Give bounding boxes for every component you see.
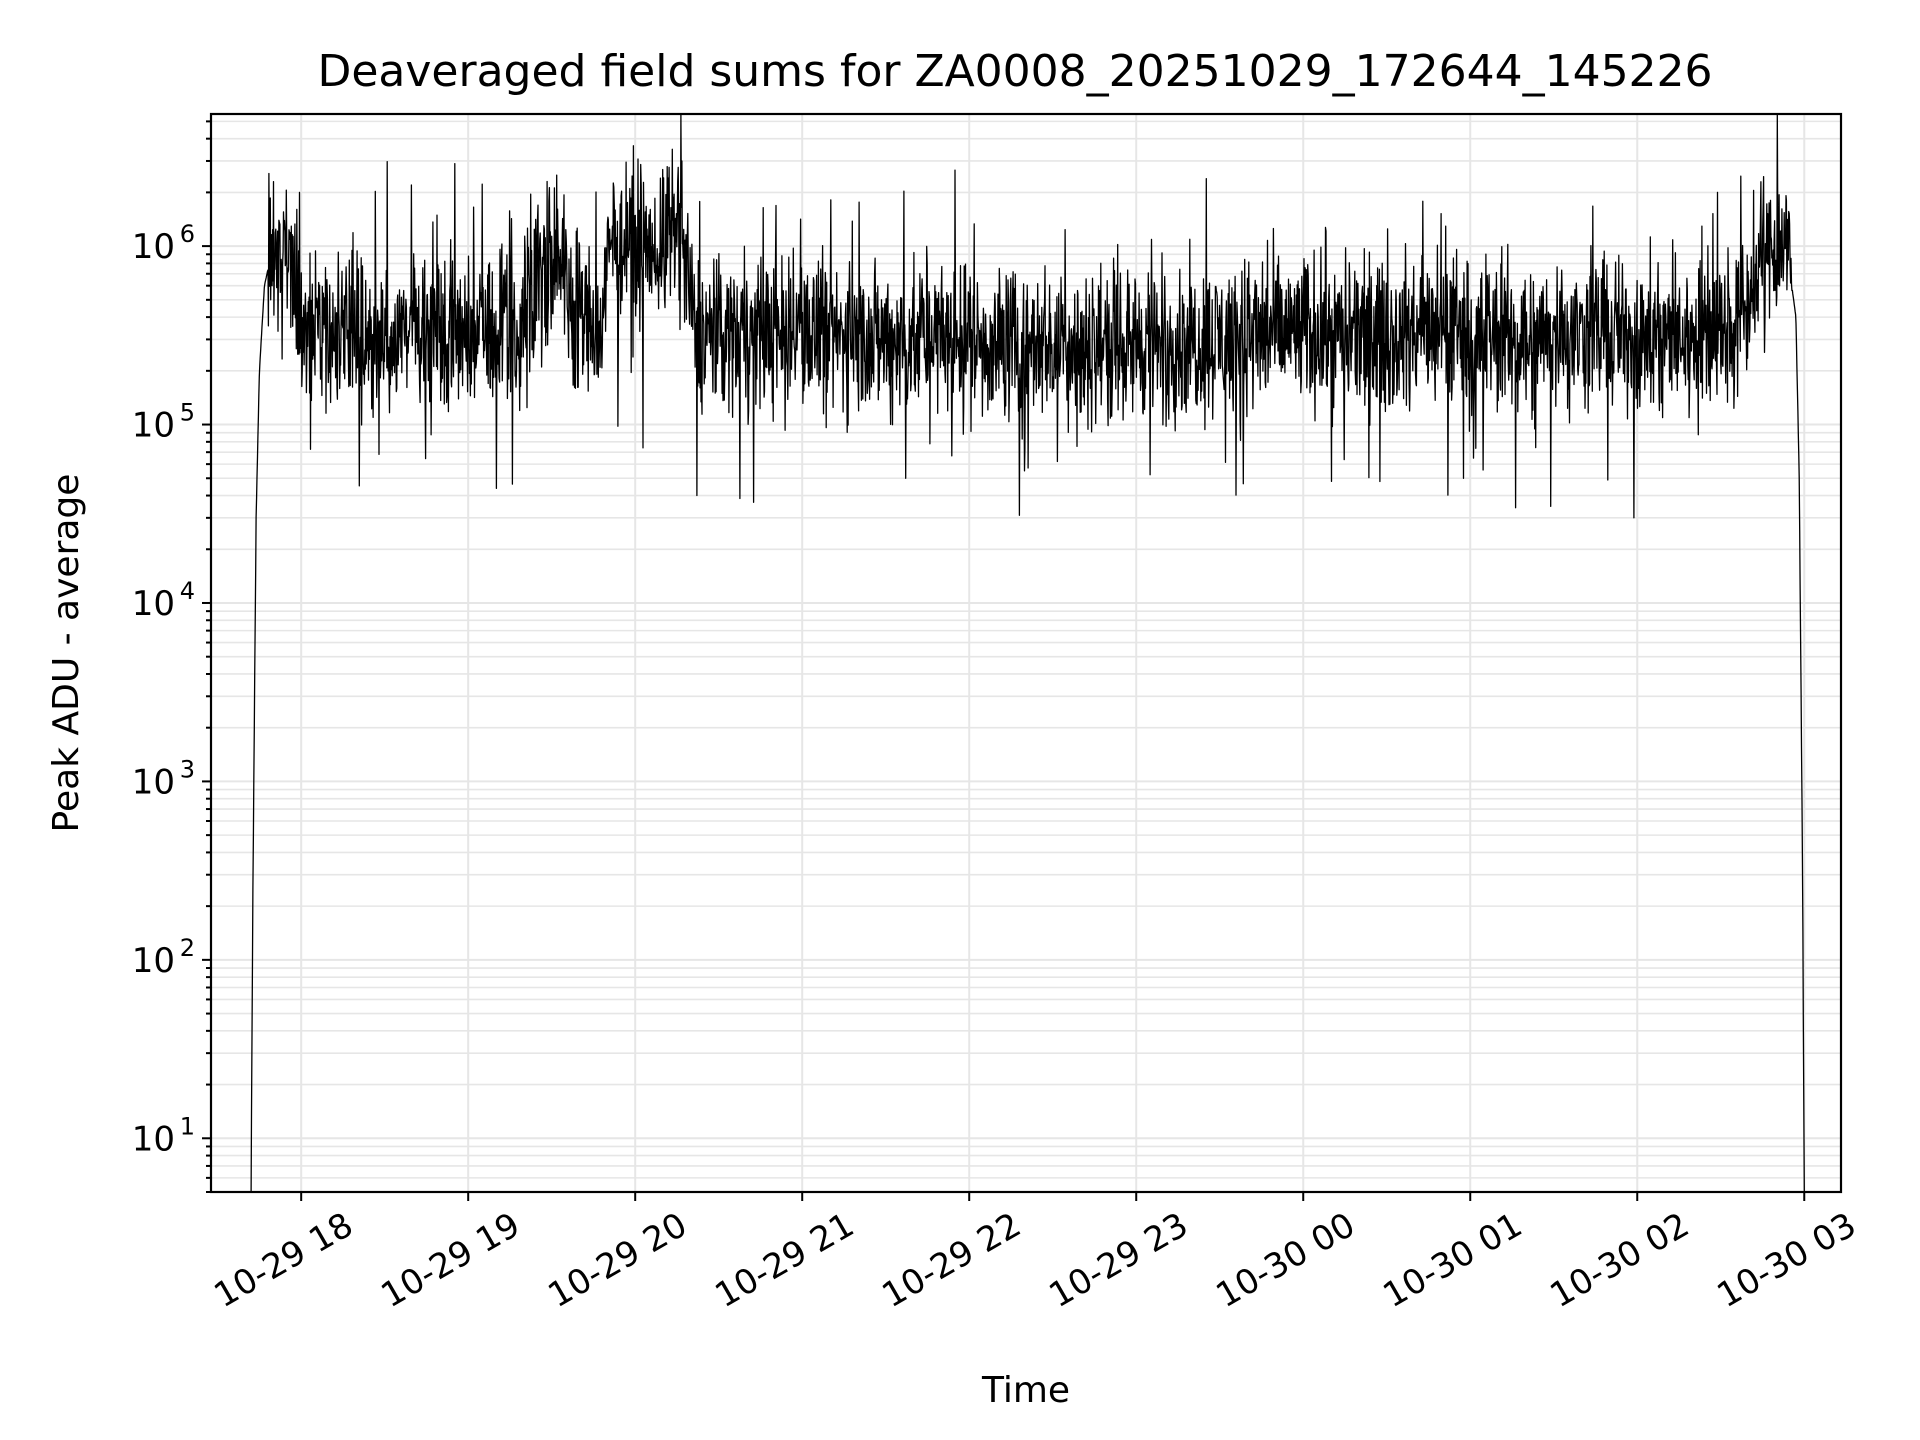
series-layer xyxy=(250,113,1805,1193)
y-tick-exponent: 2 xyxy=(180,934,195,962)
y-tick-exponent: 6 xyxy=(180,220,195,248)
y-tick-label: 10 xyxy=(132,762,175,802)
y-tick-exponent: 5 xyxy=(180,399,195,427)
y-tick-label: 10 xyxy=(132,1119,175,1159)
y-tick-exponent: 3 xyxy=(180,755,195,783)
plot-frame xyxy=(209,112,1843,1194)
y-tick-label: 10 xyxy=(132,406,175,446)
y-tick-label: 10 xyxy=(132,941,175,981)
y-tick-label: 10 xyxy=(132,584,175,624)
y-tick-label: 10 xyxy=(132,227,175,267)
series-line-deaveraged-field-sums xyxy=(250,113,1805,1193)
y-tick-exponent: 1 xyxy=(180,1112,195,1140)
y-axis-label: Peak ADU - average xyxy=(46,474,87,833)
x-axis-label: Time xyxy=(981,1370,1070,1411)
y-tick-exponent: 4 xyxy=(180,577,195,605)
chart-title: Deaveraged field sums for ZA0008_2025102… xyxy=(317,46,1712,97)
